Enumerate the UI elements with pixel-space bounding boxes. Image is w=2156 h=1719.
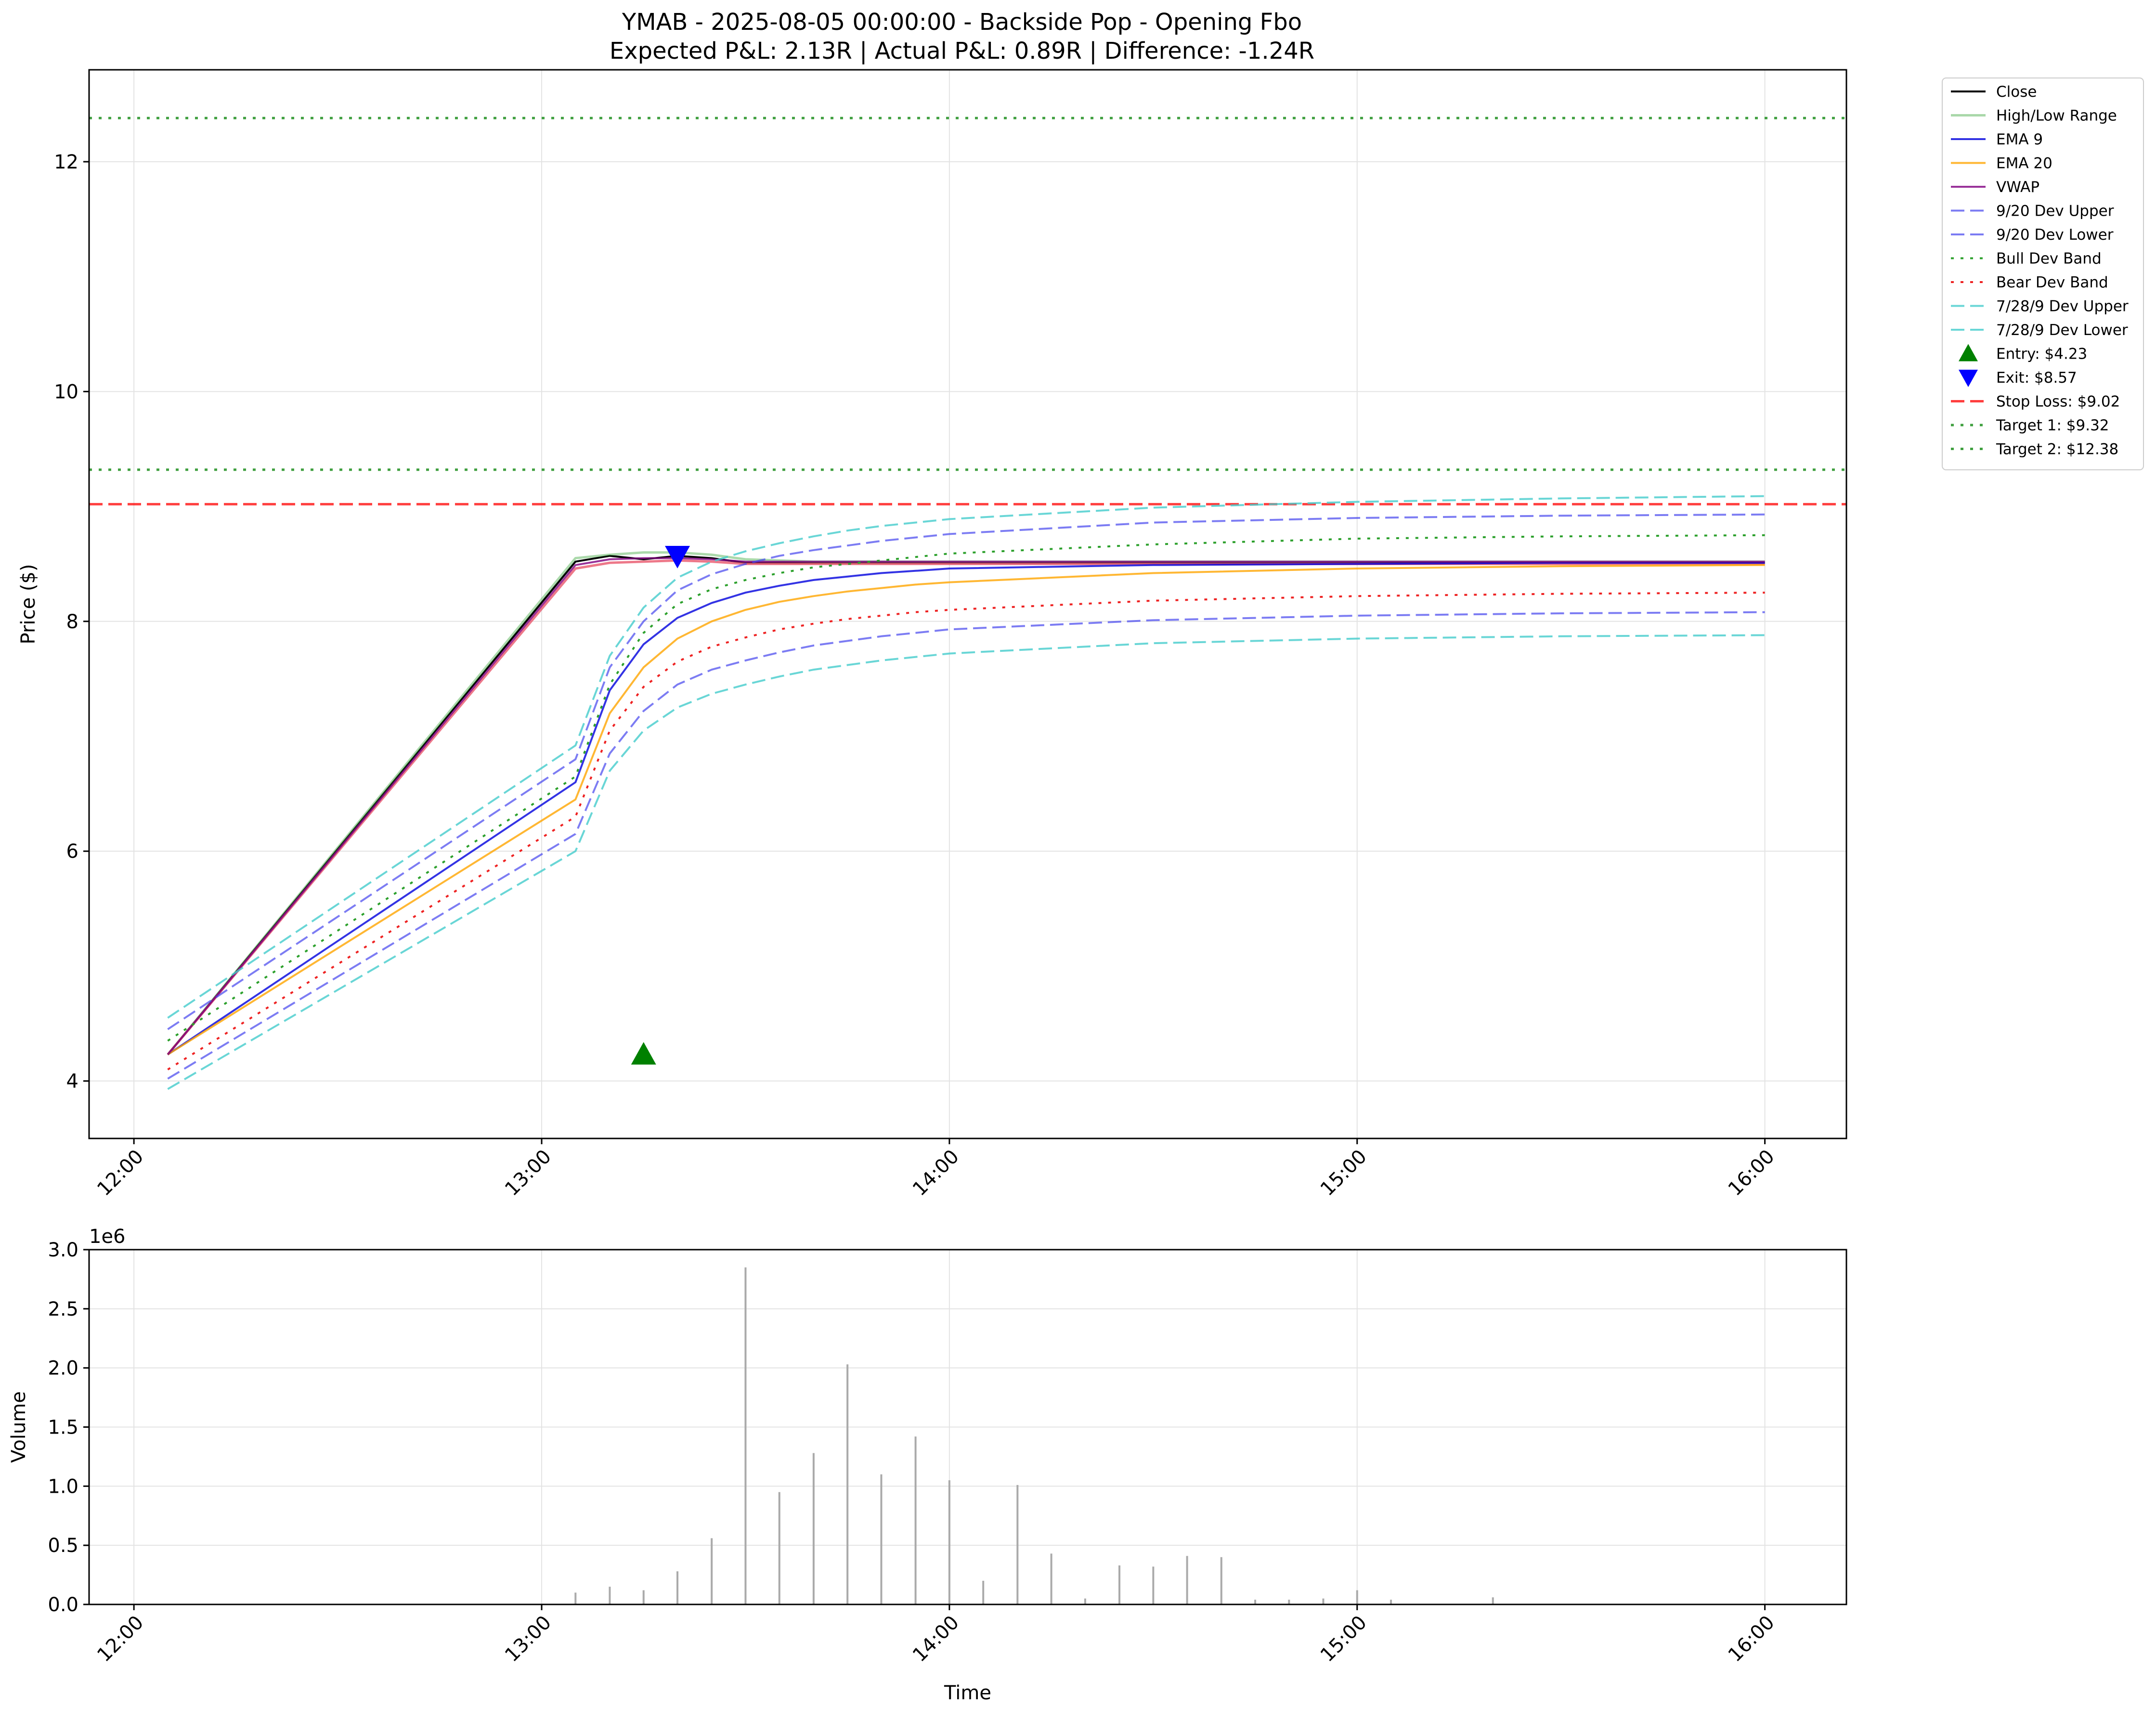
chart-title: YMAB - 2025-08-05 00:00:00 - Backside Po… <box>622 9 1302 36</box>
volume-bar <box>846 1364 849 1604</box>
legend-swatch-entry-4-23 <box>1959 344 1978 362</box>
volume-bar <box>609 1587 611 1604</box>
volume-bar <box>711 1538 713 1604</box>
legend-label-vwap: VWAP <box>1996 179 2039 196</box>
legend-label-9-20-dev-lower: 9/20 Dev Lower <box>1996 226 2114 244</box>
legend-box <box>1942 78 2144 470</box>
volume-y-tick-label: 3.0 <box>48 1239 78 1261</box>
volume-bar <box>676 1571 679 1604</box>
volume-bar <box>1390 1600 1392 1604</box>
series-line-9-20-dev-upper <box>167 513 1765 1030</box>
volume-bar <box>1084 1598 1086 1604</box>
series-line-7-28-9-dev-upper <box>167 495 1765 1019</box>
volume-bar <box>642 1590 645 1604</box>
volume-bar <box>744 1267 747 1604</box>
price-plot-area <box>89 116 1846 1090</box>
volume-bar <box>1186 1556 1188 1604</box>
volume-bar <box>880 1474 883 1604</box>
legend-label-close: Close <box>1996 83 2037 101</box>
price-y-axis-label: Price ($) <box>17 564 39 645</box>
legend-label-exit-8-57: Exit: $8.57 <box>1996 369 2077 387</box>
legend-label-ema-20: EMA 20 <box>1996 155 2052 172</box>
legend-label-ema-9: EMA 9 <box>1996 131 2043 148</box>
volume-bar <box>914 1436 917 1604</box>
volume-bar <box>1050 1553 1052 1604</box>
volume-y-tick-label: 1.5 <box>48 1417 78 1439</box>
volume-bar <box>948 1480 950 1604</box>
legend-label-entry-4-23: Entry: $4.23 <box>1996 346 2087 363</box>
legend: Close High/Low Range EMA 9 EMA 20 VWAP 9/20 D… <box>1942 78 2144 470</box>
legend-label-7-28-9-dev-lower: 7/28/9 Dev Lower <box>1996 322 2128 339</box>
volume-bar <box>778 1492 780 1604</box>
volume-bar <box>1322 1598 1325 1604</box>
volume-y-tick-label: 1.0 <box>48 1475 78 1498</box>
volume-y-axis-label: Volume <box>8 1391 30 1463</box>
price-y-tick-label: 6 <box>66 840 78 863</box>
volume-bar <box>1356 1590 1358 1604</box>
volume-bar <box>982 1580 985 1604</box>
legend-label-9-20-dev-upper: 9/20 Dev Upper <box>1996 203 2114 220</box>
price-y-tick-label: 12 <box>54 151 78 173</box>
volume-bar <box>1254 1600 1257 1604</box>
volume-bar <box>1152 1566 1155 1604</box>
chart-subtitle: Expected P&L: 2.13R | Actual P&L: 0.89R … <box>610 38 1314 65</box>
volume-y-tick-label: 0.5 <box>48 1535 78 1557</box>
volume-bar <box>812 1453 815 1604</box>
volume-y-tick-label: 2.5 <box>48 1298 78 1320</box>
series-line-ema-9 <box>167 562 1765 1056</box>
volume-bar <box>1016 1485 1019 1604</box>
price-y-tick-label: 8 <box>66 611 78 633</box>
volume-bar <box>1492 1597 1494 1604</box>
volume-y-offset-label: 1e6 <box>89 1226 126 1248</box>
legend-label-high-low-range: High/Low Range <box>1996 107 2117 125</box>
series-line-9-20-dev-lower <box>167 611 1765 1080</box>
price-y-tick-label: 10 <box>54 381 78 403</box>
volume-y-tick-label: 0.0 <box>48 1594 78 1616</box>
volume-bar <box>1118 1565 1121 1604</box>
price-frame <box>88 69 1847 1139</box>
marker-exit-8-57 <box>665 545 690 569</box>
series-line-vwap <box>167 557 1765 1055</box>
volume-bar <box>1288 1600 1290 1604</box>
volume-y-tick-label: 2.0 <box>48 1357 78 1380</box>
legend-label-target-2-12-38: Target 2: $12.38 <box>1996 441 2118 458</box>
legend-swatch-exit-8-57 <box>1959 370 1978 387</box>
price-y-tick-label: 4 <box>66 1071 78 1093</box>
series-line-bear-dev-band <box>167 592 1765 1071</box>
volume-bar <box>1220 1557 1222 1604</box>
legend-label-bull-dev-band: Bull Dev Band <box>1996 250 2102 268</box>
legend-label-7-28-9-dev-upper: 7/28/9 Dev Upper <box>1996 298 2129 315</box>
volume-x-axis-label: Time <box>944 1682 991 1704</box>
legend-label-bear-dev-band: Bear Dev Band <box>1996 274 2108 291</box>
series-line-7-28-9-dev-lower <box>167 634 1765 1090</box>
legend-label-target-1-9-32: Target 1: $9.32 <box>1996 417 2109 434</box>
legend-label-stop-loss-9-02: Stop Loss: $9.02 <box>1996 393 2120 411</box>
volume-bar <box>574 1592 577 1604</box>
series-line-ema-20 <box>167 564 1765 1056</box>
marker-entry-4-23 <box>631 1042 656 1065</box>
